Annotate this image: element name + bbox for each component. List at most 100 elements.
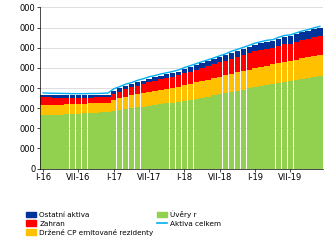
Bar [147, 82, 152, 92]
Bar [300, 59, 305, 79]
Bar [300, 40, 305, 59]
Bar [40, 105, 46, 115]
Bar [176, 87, 181, 102]
Bar [317, 28, 323, 36]
Bar [241, 49, 246, 55]
Bar [129, 84, 134, 88]
Bar [82, 113, 87, 169]
Bar [176, 75, 181, 87]
Bar [76, 104, 81, 114]
Bar [258, 43, 264, 50]
Bar [99, 97, 105, 103]
Bar [305, 39, 311, 57]
Bar [82, 98, 87, 104]
Bar [205, 96, 211, 169]
Bar [70, 104, 75, 114]
Bar [211, 59, 216, 64]
Bar [64, 104, 69, 114]
Bar [252, 87, 258, 169]
Bar [70, 114, 75, 169]
Bar [135, 94, 140, 107]
Bar [188, 84, 193, 99]
Bar [247, 69, 252, 89]
Bar [46, 97, 52, 105]
Bar [129, 88, 134, 95]
Bar [99, 112, 105, 169]
Bar [111, 91, 116, 94]
Bar [93, 103, 99, 113]
Bar [141, 107, 146, 169]
Bar [123, 86, 128, 90]
Bar [282, 62, 287, 82]
Bar [294, 34, 299, 42]
Bar [276, 83, 281, 169]
Bar [58, 105, 63, 115]
Bar [152, 91, 158, 105]
Bar [205, 80, 211, 96]
Bar [170, 73, 175, 77]
Bar [46, 95, 52, 97]
Bar [52, 97, 58, 105]
Bar [117, 98, 122, 110]
Bar [223, 55, 228, 61]
Bar [235, 57, 240, 72]
Bar [52, 115, 58, 169]
Bar [87, 103, 93, 113]
Bar [241, 71, 246, 90]
Bar [193, 65, 199, 70]
Bar [205, 66, 211, 80]
Bar [52, 95, 58, 97]
Bar [93, 113, 99, 169]
Bar [270, 84, 276, 169]
Bar [87, 97, 93, 103]
Bar [311, 56, 317, 77]
Bar [158, 90, 164, 104]
Bar [305, 57, 311, 78]
Bar [241, 90, 246, 169]
Bar [58, 95, 63, 98]
Bar [235, 72, 240, 91]
Bar [282, 37, 287, 44]
Bar [111, 94, 116, 100]
Bar [311, 77, 317, 169]
Bar [76, 98, 81, 104]
Bar [199, 68, 205, 81]
Bar [105, 95, 111, 97]
Bar [99, 95, 105, 97]
Bar [70, 98, 75, 104]
Bar [270, 64, 276, 84]
Bar [158, 79, 164, 90]
Bar [264, 66, 270, 85]
Bar [64, 114, 69, 169]
Bar [264, 49, 270, 66]
Bar [294, 60, 299, 80]
Bar [300, 79, 305, 169]
Bar [199, 97, 205, 169]
Bar [170, 103, 175, 169]
Bar [182, 69, 187, 73]
Bar [252, 68, 258, 87]
Bar [270, 41, 276, 48]
Bar [288, 61, 293, 81]
Bar [264, 42, 270, 49]
Bar [317, 76, 323, 169]
Bar [99, 103, 105, 112]
Bar [147, 92, 152, 106]
Bar [176, 71, 181, 75]
Bar [164, 89, 170, 103]
Bar [211, 95, 216, 169]
Bar [258, 50, 264, 67]
Bar [193, 98, 199, 169]
Bar [300, 32, 305, 40]
Bar [235, 91, 240, 169]
Bar [111, 111, 116, 169]
Bar [46, 105, 52, 115]
Bar [87, 113, 93, 169]
Bar [76, 114, 81, 169]
Bar [270, 48, 276, 64]
Bar [40, 115, 46, 169]
Bar [223, 75, 228, 93]
Bar [117, 110, 122, 169]
Bar [182, 100, 187, 169]
Bar [188, 99, 193, 169]
